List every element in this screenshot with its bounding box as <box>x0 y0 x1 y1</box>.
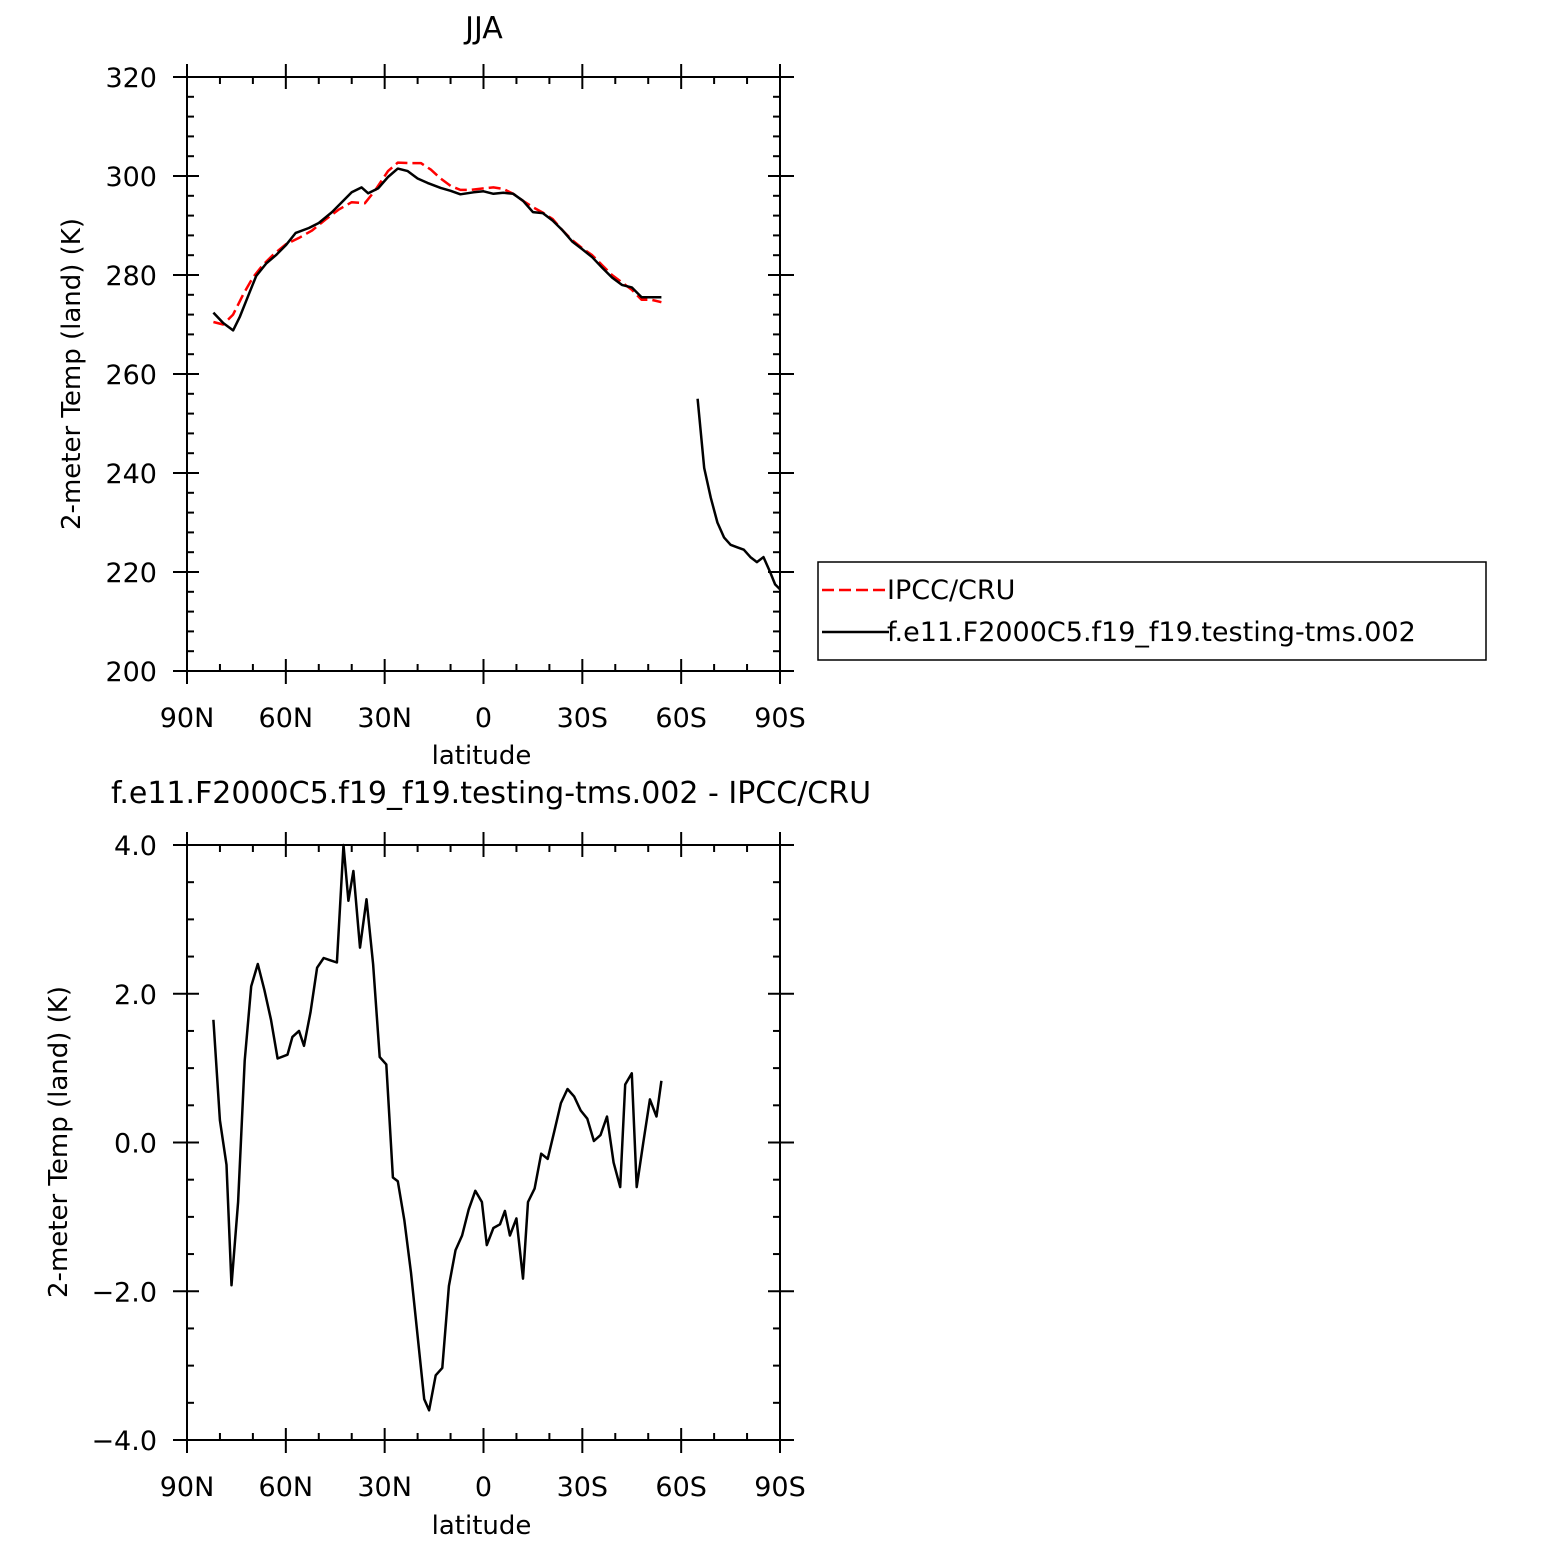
x-axis-label: latitude <box>432 1511 532 1541</box>
y-tick-label: 220 <box>105 558 157 589</box>
x-tick-label: 60N <box>259 703 314 734</box>
y-tick-label: 320 <box>105 63 157 94</box>
series-line-model <box>212 167 662 332</box>
y-tick-label: 260 <box>105 360 157 391</box>
legend: IPCC/CRU f.e11.F2000C5.f19_f19.testing-tm… <box>817 561 1487 661</box>
bottom-panel: f.e11.F2000C5.f19_f19.testing-tms.002 - … <box>44 776 871 1541</box>
x-tick-label: 90N <box>160 703 215 734</box>
y-tick-label: 4.0 <box>114 831 157 862</box>
plot-frame <box>186 844 781 1441</box>
y-tick-label: −4.0 <box>91 1426 157 1457</box>
y-tick-label: 200 <box>105 657 157 688</box>
y-tick-label: 240 <box>105 459 157 490</box>
chart-title: f.e11.F2000C5.f19_f19.testing-tms.002 - … <box>111 776 871 811</box>
x-tick-label: 60S <box>655 703 707 734</box>
x-tick-label: 60N <box>259 1472 314 1503</box>
plot-frame <box>186 76 781 672</box>
x-tick-label: 90N <box>160 1472 215 1503</box>
y-axis-label: 2-meter Temp (land) (K) <box>57 218 87 530</box>
legend-box <box>817 561 1487 661</box>
y-tick-label: 280 <box>105 261 157 292</box>
x-tick-label: 30N <box>357 1472 412 1503</box>
y-tick-label: 0.0 <box>114 1129 157 1160</box>
x-tick-label: 0 <box>475 1472 492 1503</box>
x-axis-label: latitude <box>432 741 532 771</box>
x-tick-label: 90S <box>754 703 806 734</box>
chart-title: JJA <box>463 11 503 46</box>
x-tick-label: 30S <box>557 1472 609 1503</box>
series-line-model <box>696 398 781 591</box>
x-tick-label: 30S <box>557 703 609 734</box>
x-tick-label: 30N <box>357 703 412 734</box>
top-panel: JJA 90N 60N 30N 0 30S 60S 90S 200 220 240 260 280 300… <box>57 11 806 771</box>
y-tick-label: 2.0 <box>114 980 157 1011</box>
y-tick-label: −2.0 <box>91 1277 157 1308</box>
y-axis-label: 2-meter Temp (land) (K) <box>44 986 74 1298</box>
legend-entry-label: IPCC/CRU <box>887 575 1015 606</box>
series-line-model <box>212 843 663 1412</box>
legend-entry-label: f.e11.F2000C5.f19_f19.testing-tms.002 <box>887 617 1416 648</box>
x-tick-label: 0 <box>475 703 492 734</box>
x-tick-label: 60S <box>655 1472 707 1503</box>
x-tick-label: 90S <box>754 1472 806 1503</box>
y-tick-label: 300 <box>105 162 157 193</box>
